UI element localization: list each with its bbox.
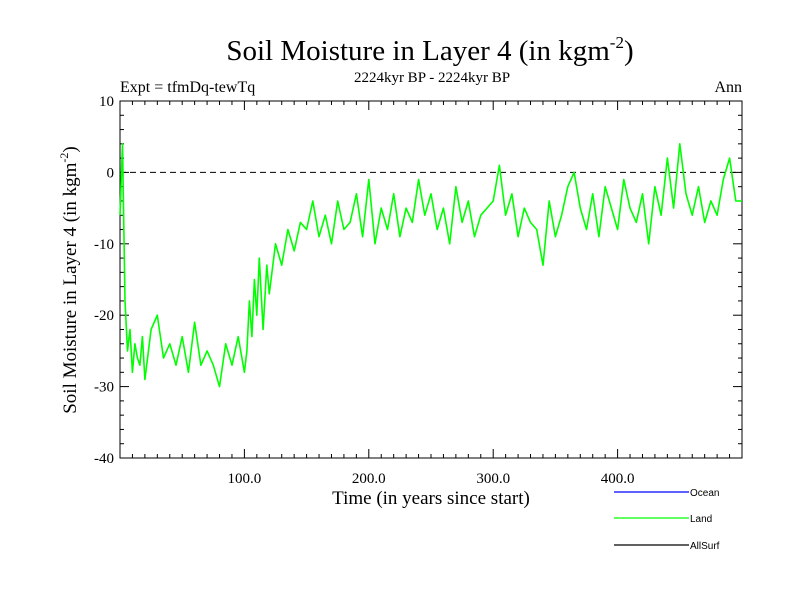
y-tick-label: -30 <box>94 380 114 396</box>
season-label: Ann <box>714 79 742 96</box>
y-axis-label-close: ) <box>60 146 81 152</box>
chart-title: Soil Moisture in Layer 4 (in kgm-2) <box>226 33 633 67</box>
x-axis-label: Time (in years since start) <box>332 488 530 509</box>
chart-title-close: ) <box>624 35 634 67</box>
legend-label-land: Land <box>690 514 712 525</box>
legend: Ocean Land AllSurf <box>614 488 720 552</box>
x-tick-label: 400.0 <box>601 471 635 487</box>
y-tick-label: -10 <box>94 237 114 253</box>
x-tick-label: 300.0 <box>476 471 510 487</box>
y-tick-label: -20 <box>94 308 114 324</box>
x-axis: 100.0 200.0 300.0 400.0 <box>131 101 731 487</box>
x-tick-label: 200.0 <box>352 471 386 487</box>
y-tick-label: 10 <box>99 94 114 110</box>
legend-label-ocean: Ocean <box>690 488 719 499</box>
y-tick-label: -40 <box>94 451 114 467</box>
chart-title-sup: -2 <box>610 33 624 52</box>
series-group <box>119 143 742 388</box>
chart-subtitle: 2224kyr BP - 2224kyr BP <box>354 70 510 86</box>
plot-frame <box>119 100 743 459</box>
chart-title-main: Soil Moisture in Layer 4 (in kgm <box>226 35 610 67</box>
y-axis-label: Soil Moisture in Layer 4 (in kgm-2) <box>57 146 81 414</box>
legend-label-allsurf: AllSurf <box>690 541 720 552</box>
series-line-land <box>119 143 742 388</box>
y-axis-label-main: Soil Moisture in Layer 4 (in kgm <box>60 162 81 413</box>
x-tick-label: 100.0 <box>228 471 262 487</box>
y-axis-label-sup: -2 <box>57 153 71 163</box>
y-tick-label: 0 <box>107 165 115 181</box>
y-axis: 10 0 -10 -20 -30 -40 <box>94 94 742 467</box>
expt-label: Expt = tfmDq-tewTq <box>120 79 255 96</box>
